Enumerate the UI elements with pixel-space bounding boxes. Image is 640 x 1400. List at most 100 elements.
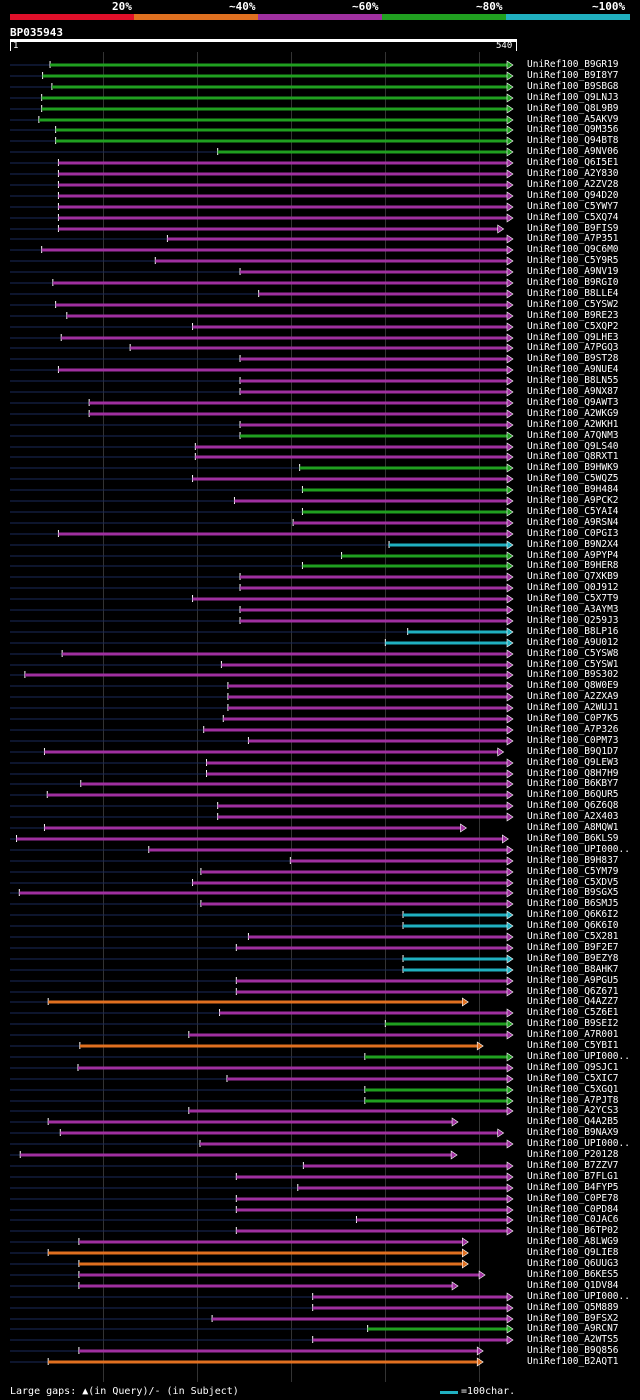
hit-alignment-bar[interactable] [20,1153,453,1157]
hit-label[interactable]: UniRef100_B9Q856 [527,1345,619,1356]
hit-label[interactable]: UniRef100_B9GR19 [527,59,619,70]
hit-label[interactable]: UniRef100_B6TP02 [527,1225,619,1236]
hit-alignment-bar[interactable] [200,870,508,874]
hit-label[interactable]: UniRef100_Q9LIE8 [527,1247,619,1258]
hit-label[interactable]: UniRef100_A7PJT8 [527,1095,619,1106]
hit-label[interactable]: UniRef100_Q259J3 [527,615,619,626]
hit-alignment-bar[interactable] [55,128,509,132]
hit-label[interactable]: UniRef100_A2WKH1 [527,419,619,430]
hit-alignment-bar[interactable] [62,652,508,656]
hit-alignment-bar[interactable] [41,107,509,111]
hit-label[interactable]: UniRef100_A9U012 [527,637,619,648]
hit-label[interactable]: UniRef100_P20128 [527,1149,619,1160]
hit-alignment-bar[interactable] [302,564,508,568]
hit-alignment-bar[interactable] [240,270,508,274]
hit-label[interactable]: UniRef100_C0PD84 [527,1204,619,1215]
hit-alignment-bar[interactable] [58,183,509,187]
hit-alignment-bar[interactable] [248,739,509,743]
hit-alignment-bar[interactable] [312,1338,508,1342]
hit-alignment-bar[interactable] [290,859,508,863]
hit-label[interactable]: UniRef100_Q6Z6Q8 [527,800,619,811]
hit-label[interactable]: UniRef100_Q9M356 [527,124,619,135]
hit-label[interactable]: UniRef100_A7R001 [527,1029,619,1040]
hit-label[interactable]: UniRef100_UPI000.. [527,844,630,855]
hit-label[interactable]: UniRef100_Q4A2B5 [527,1116,619,1127]
hit-alignment-bar[interactable] [80,782,508,786]
hit-alignment-bar[interactable] [240,423,508,427]
hit-label[interactable]: UniRef100_B7FLG1 [527,1171,619,1182]
hit-label[interactable]: UniRef100_B9RE23 [527,310,619,321]
hit-alignment-bar[interactable] [44,750,499,754]
hit-alignment-bar[interactable] [78,1349,479,1353]
hit-label[interactable]: UniRef100_Q94D20 [527,190,619,201]
hit-label[interactable]: UniRef100_C5YSW8 [527,648,619,659]
hit-alignment-bar[interactable] [89,401,508,405]
hit-label[interactable]: UniRef100_Q0J912 [527,582,619,593]
hit-label[interactable]: UniRef100_Q6K6I0 [527,920,619,931]
hit-label[interactable]: UniRef100_Q8H7H9 [527,768,619,779]
hit-alignment-bar[interactable] [227,695,508,699]
hit-label[interactable]: UniRef100_B6KBY7 [527,778,619,789]
hit-label[interactable]: UniRef100_A8LWG9 [527,1236,619,1247]
hit-alignment-bar[interactable] [236,1197,509,1201]
hit-alignment-bar[interactable] [312,1295,508,1299]
hit-label[interactable]: UniRef100_Q7XKB9 [527,571,619,582]
hit-label[interactable]: UniRef100_A2X403 [527,811,619,822]
hit-alignment-bar[interactable] [206,761,509,765]
hit-label[interactable]: UniRef100_A9RCN7 [527,1323,619,1334]
hit-label[interactable]: UniRef100_C5XQP2 [527,321,619,332]
hit-alignment-bar[interactable] [155,259,509,263]
hit-label[interactable]: UniRef100_A2Y830 [527,168,619,179]
hit-label[interactable]: UniRef100_Q9AWT3 [527,397,619,408]
hit-label[interactable]: UniRef100_A7P326 [527,724,619,735]
hit-label[interactable]: UniRef100_Q9LNJ3 [527,92,619,103]
hit-label[interactable]: UniRef100_A7QNM3 [527,430,619,441]
hit-label[interactable]: UniRef100_A8MQW1 [527,822,619,833]
hit-alignment-bar[interactable] [61,336,509,340]
hit-label[interactable]: UniRef100_B9FIS9 [527,223,619,234]
hit-label[interactable]: UniRef100_B9SEI2 [527,1018,619,1029]
hit-alignment-bar[interactable] [240,390,508,394]
hit-alignment-bar[interactable] [403,913,508,917]
hit-label[interactable]: UniRef100_A9PGU5 [527,975,619,986]
hit-alignment-bar[interactable] [385,1022,508,1026]
hit-alignment-bar[interactable] [192,881,508,885]
hit-label[interactable]: UniRef100_B9SGX5 [527,887,619,898]
hit-alignment-bar[interactable] [227,1077,509,1081]
hit-alignment-bar[interactable] [48,1360,479,1364]
hit-alignment-bar[interactable] [130,346,508,350]
hit-alignment-bar[interactable] [55,139,509,143]
hit-label[interactable]: UniRef100_B9RGI0 [527,277,619,288]
hit-label[interactable]: UniRef100_A2ZV28 [527,179,619,190]
hit-label[interactable]: UniRef100_A9NV06 [527,146,619,157]
hit-alignment-bar[interactable] [195,445,508,449]
hit-label[interactable]: UniRef100_A9NUE4 [527,364,619,375]
hit-alignment-bar[interactable] [302,488,508,492]
hit-alignment-bar[interactable] [192,325,508,329]
hit-label[interactable]: UniRef100_Q8L9B9 [527,103,619,114]
hit-alignment-bar[interactable] [42,74,508,78]
hit-label[interactable]: UniRef100_C5XGQ1 [527,1084,619,1095]
hit-label[interactable]: UniRef100_Q8W0E9 [527,680,619,691]
hit-alignment-bar[interactable] [55,303,509,307]
hit-label[interactable]: UniRef100_B9H484 [527,484,619,495]
hit-alignment-bar[interactable] [219,1011,508,1015]
hit-label[interactable]: UniRef100_C0PGI3 [527,528,619,539]
hit-label[interactable]: UniRef100_A9PCK2 [527,495,619,506]
hit-alignment-bar[interactable] [341,554,508,558]
hit-label[interactable]: UniRef100_C5YSW2 [527,299,619,310]
hit-label[interactable]: UniRef100_A2WUJ1 [527,702,619,713]
hit-alignment-bar[interactable] [192,477,508,481]
hit-label[interactable]: UniRef100_C5X7T9 [527,593,619,604]
hit-alignment-bar[interactable] [236,1208,509,1212]
hit-alignment-bar[interactable] [48,1000,464,1004]
hit-label[interactable]: UniRef100_A7P351 [527,233,619,244]
hit-label[interactable]: UniRef100_C5WQZ5 [527,473,619,484]
hit-label[interactable]: UniRef100_Q9LS40 [527,441,619,452]
hit-alignment-bar[interactable] [403,924,508,928]
hit-label[interactable]: UniRef100_C5Z6E1 [527,1007,619,1018]
hit-label[interactable]: UniRef100_A2YCS3 [527,1105,619,1116]
hit-alignment-bar[interactable] [385,641,508,645]
hit-label[interactable]: UniRef100_C0PM73 [527,735,619,746]
hit-alignment-bar[interactable] [236,946,509,950]
